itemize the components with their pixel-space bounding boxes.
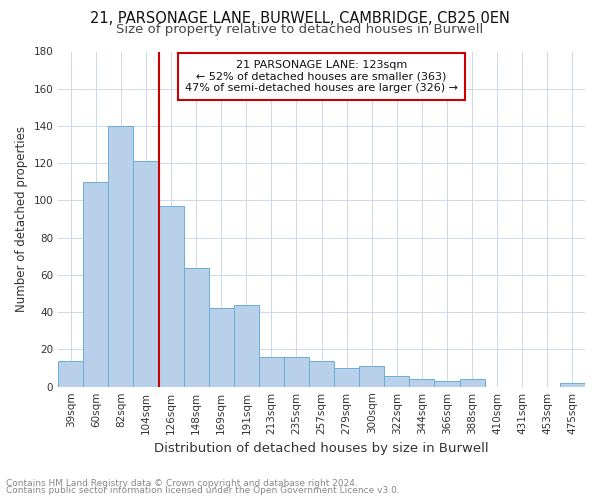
Bar	[234, 304, 259, 386]
Bar	[409, 379, 434, 386]
Text: 21, PARSONAGE LANE, BURWELL, CAMBRIDGE, CB25 0EN: 21, PARSONAGE LANE, BURWELL, CAMBRIDGE, …	[90, 11, 510, 26]
Text: Size of property relative to detached houses in Burwell: Size of property relative to detached ho…	[116, 22, 484, 36]
Bar	[83, 182, 109, 386]
Bar	[385, 376, 409, 386]
Bar	[460, 379, 485, 386]
Bar	[133, 162, 158, 386]
Bar	[58, 360, 83, 386]
Bar	[109, 126, 133, 386]
Bar	[359, 366, 385, 386]
Text: Contains HM Land Registry data © Crown copyright and database right 2024.: Contains HM Land Registry data © Crown c…	[6, 478, 358, 488]
Text: Contains public sector information licensed under the Open Government Licence v3: Contains public sector information licen…	[6, 486, 400, 495]
Bar	[560, 383, 585, 386]
Bar	[434, 381, 460, 386]
Y-axis label: Number of detached properties: Number of detached properties	[15, 126, 28, 312]
Bar	[334, 368, 359, 386]
Bar	[309, 360, 334, 386]
Text: 21 PARSONAGE LANE: 123sqm
← 52% of detached houses are smaller (363)
47% of semi: 21 PARSONAGE LANE: 123sqm ← 52% of detac…	[185, 60, 458, 93]
X-axis label: Distribution of detached houses by size in Burwell: Distribution of detached houses by size …	[154, 442, 489, 455]
Bar	[259, 357, 284, 386]
Bar	[184, 268, 209, 386]
Bar	[209, 308, 234, 386]
Bar	[284, 357, 309, 386]
Bar	[158, 206, 184, 386]
